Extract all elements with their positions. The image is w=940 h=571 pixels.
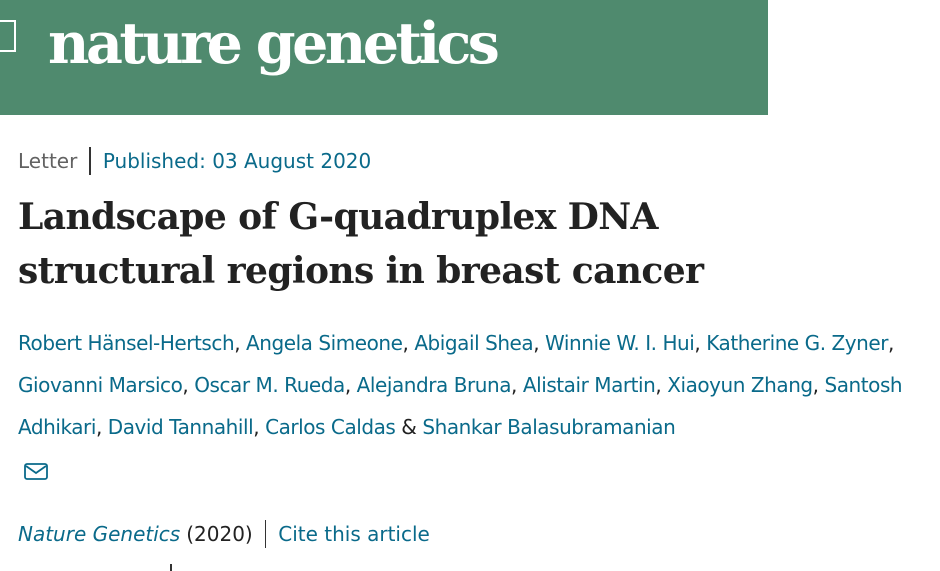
menu-box-icon [0,20,16,52]
author-link[interactable]: Santosh Adhikari [18,373,903,439]
divider [264,520,267,548]
author-link[interactable]: Giovanni Marsico [18,373,183,397]
author-separator: , [888,331,894,355]
author-link[interactable]: Oscar M. Rueda [194,373,345,397]
journal-name: Nature Genetics [18,522,181,546]
title-line-2: structural regions in breast cancer [18,250,704,292]
author-separator: , [533,331,546,355]
cite-this-article-link[interactable]: Cite this article [278,522,430,546]
published-date: Published: 03 August 2020 [102,149,372,173]
author-separator: , [234,331,247,355]
author-separator: , [694,331,707,355]
article-title: Landscape of G-quadruplex DNA structural… [18,190,918,298]
author-link[interactable]: Shankar Balasubramanian [422,415,676,439]
author-separator: , [95,415,108,439]
author-link[interactable]: Robert Hänsel-Hertsch [18,331,235,355]
article-meta: Letter Published: 03 August 2020 [18,146,371,176]
title-line-1: Landscape of G-quadruplex DNA [18,196,658,238]
author-separator: , [402,331,415,355]
journal-banner[interactable]: nature genetics [0,0,768,115]
author-list: Robert Hänsel-Hertsch, Angela Simeone, A… [18,322,928,490]
author-link[interactable]: Katherine G. Zyner [706,331,889,355]
author-separator: , [812,373,825,397]
mail-icon[interactable] [23,461,49,481]
author-link[interactable]: Alejandra Bruna [356,373,512,397]
author-link[interactable]: Alistair Martin [522,373,656,397]
author-separator: , [511,373,523,397]
author-link[interactable]: David Tannahill [107,415,254,439]
author-separator: , [344,373,357,397]
author-separator: , [253,415,266,439]
article-type: Letter [18,149,78,173]
journal-logo[interactable]: nature genetics [48,10,500,77]
author-separator: , [655,373,668,397]
author-separator: , [182,373,195,397]
author-link[interactable]: Winnie W. I. Hui [545,331,695,355]
publication-year: (2020) [186,522,253,546]
author-link[interactable]: Xiaoyun Zhang [667,373,813,397]
author-separator: & [395,415,423,439]
author-link[interactable]: Abigail Shea [414,331,534,355]
author-link[interactable]: Carlos Caldas [265,415,396,439]
author-link[interactable]: Angela Simeone [246,331,403,355]
divider [89,147,91,175]
divider [170,564,172,571]
citation-line: Nature Genetics (2020) Cite this article [18,518,430,550]
